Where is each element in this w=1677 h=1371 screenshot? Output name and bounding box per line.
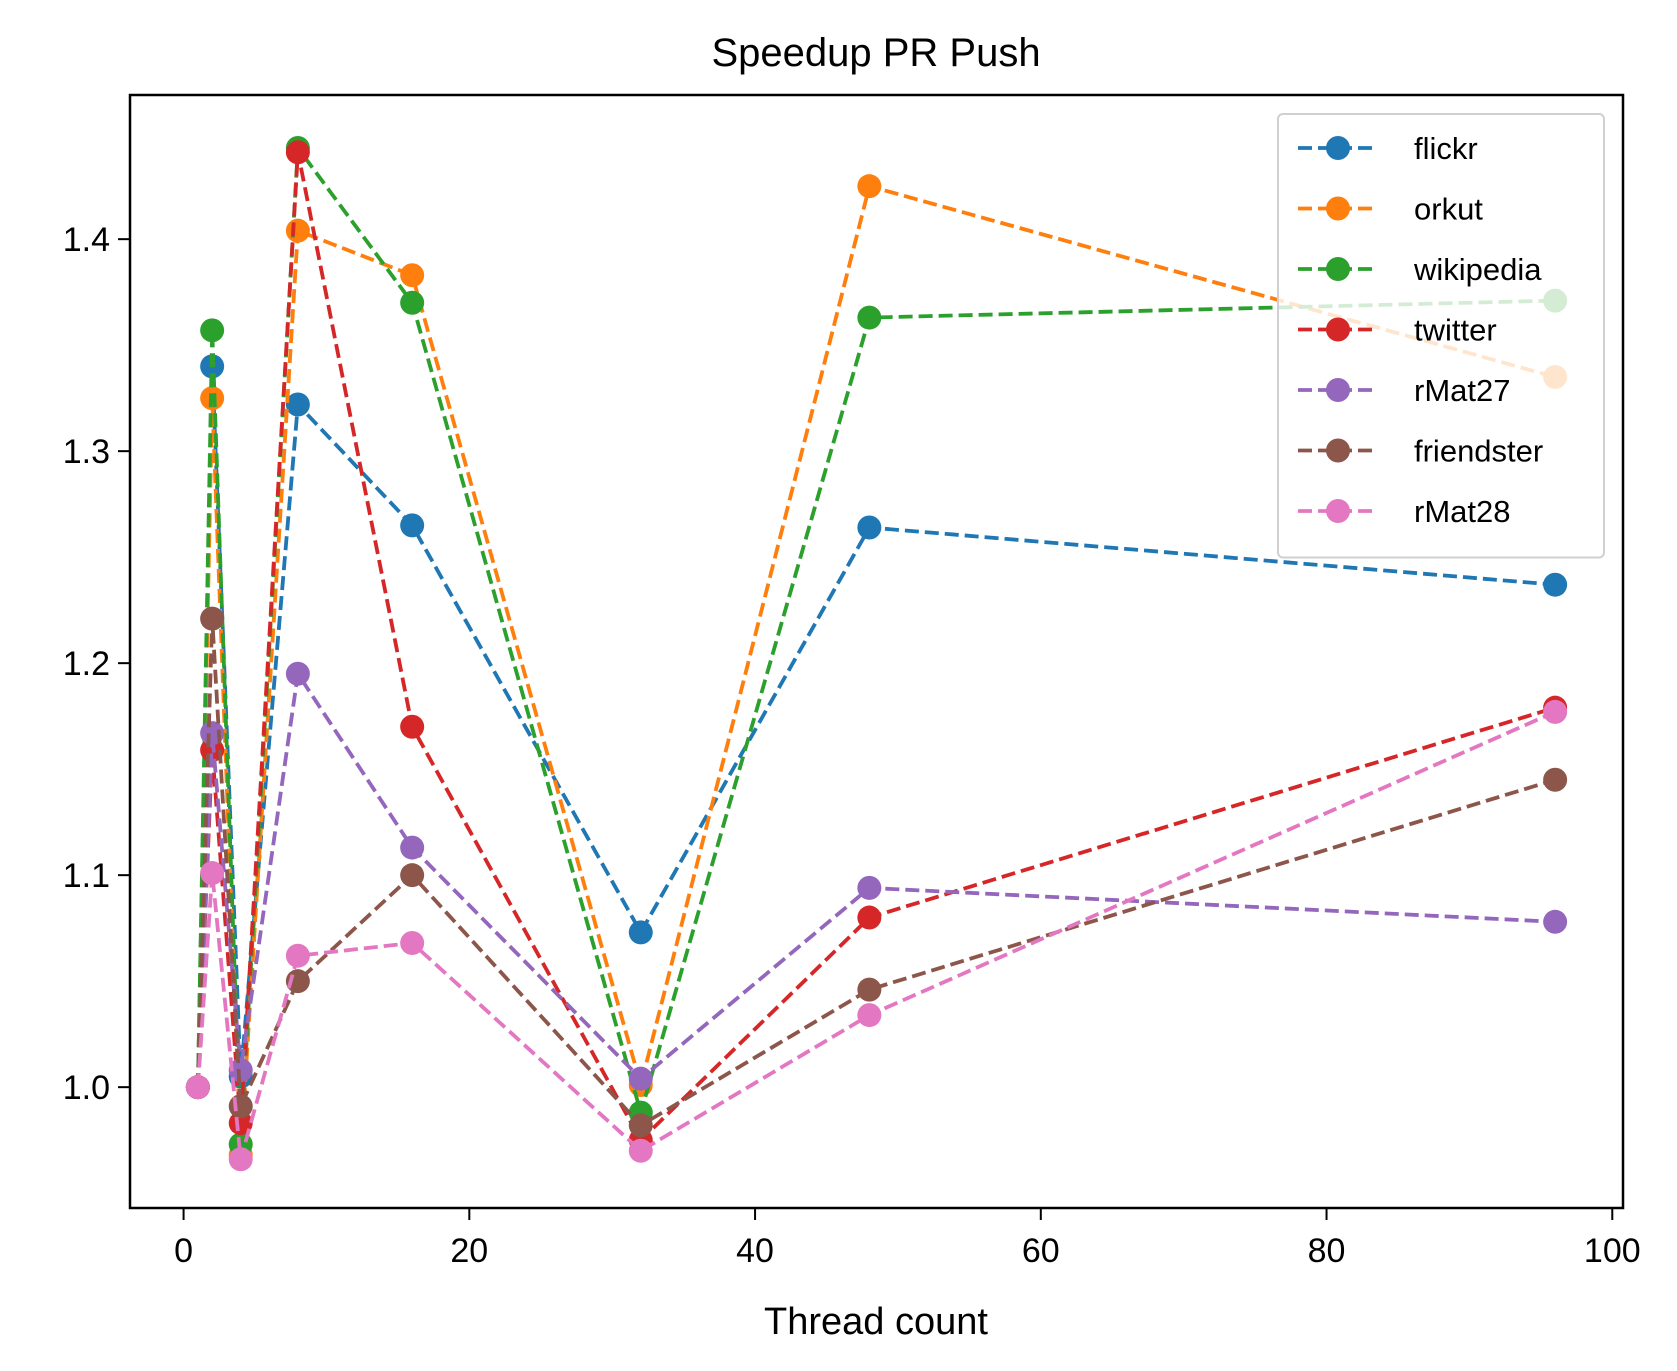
legend-item-wikipedia: wikipedia — [1298, 252, 1542, 287]
data-point — [400, 263, 425, 288]
data-point — [857, 905, 882, 930]
y-tick-label: 1.1 — [63, 857, 110, 895]
legend-item-orkut: orkut — [1298, 192, 1483, 227]
x-tick-label: 0 — [174, 1232, 193, 1270]
chart-title: Speedup PR Push — [711, 31, 1040, 75]
x-axis: 0 20 40 60 80 100 — [174, 1208, 1641, 1270]
data-point — [285, 218, 310, 243]
data-point — [228, 1111, 253, 1136]
data-point — [857, 1003, 882, 1028]
y-axis: 1.0 1.1 1.2 1.3 1.4 — [63, 221, 130, 1107]
legend-marker — [1326, 499, 1350, 523]
data-point — [857, 977, 882, 1002]
data-point — [285, 140, 310, 165]
legend-label: friendster — [1414, 434, 1543, 469]
legend-item-flickr: flickr — [1298, 131, 1478, 166]
y-tick-label: 1.0 — [63, 1069, 110, 1107]
data-point — [628, 1066, 653, 1091]
data-point — [400, 863, 425, 888]
legend-label: wikipedia — [1413, 252, 1542, 287]
legend-marker — [1326, 378, 1350, 402]
legend-marker — [1326, 317, 1350, 342]
legend: flickr orkut wikipedia twitter rMat27 friends… — [1277, 113, 1605, 559]
y-tick-label: 1.4 — [63, 221, 110, 259]
y-tick-label: 1.2 — [63, 645, 110, 683]
data-point — [1543, 767, 1568, 792]
x-tick-label: 20 — [450, 1232, 488, 1270]
legend-item-friendster: friendster — [1298, 434, 1543, 469]
legend-marker — [1326, 136, 1350, 160]
legend-item-rmat27: rMat27 — [1298, 373, 1510, 408]
data-point — [285, 392, 310, 417]
series-line-friendster — [196, 616, 1556, 1128]
series-line-flickr — [196, 364, 1556, 1088]
series-line-wikipedia — [196, 146, 1556, 1147]
data-point — [200, 318, 225, 343]
legend-marker — [1326, 196, 1350, 221]
data-point — [228, 1058, 253, 1083]
legend-label: rMat28 — [1414, 494, 1510, 529]
legend-marker — [1326, 257, 1350, 281]
x-tick-label: 60 — [1022, 1232, 1060, 1270]
data-point — [857, 875, 882, 900]
series-rmat28 — [185, 699, 1568, 1172]
legend-marker — [1326, 438, 1350, 463]
legend-box — [1277, 113, 1605, 559]
data-point — [857, 174, 882, 199]
data-point — [628, 1138, 653, 1163]
data-point — [857, 515, 882, 540]
x-tick-label: 80 — [1308, 1232, 1346, 1270]
data-point — [285, 661, 310, 686]
data-point — [628, 1113, 653, 1138]
series-line-rmat28 — [196, 710, 1556, 1162]
data-point — [628, 920, 653, 945]
legend-item-rmat28: rMat28 — [1298, 494, 1510, 529]
data-point — [200, 861, 225, 886]
data-point — [200, 606, 225, 631]
legend-label: twitter — [1414, 313, 1497, 348]
plot-area — [185, 136, 1568, 1172]
data-point — [400, 835, 425, 860]
data-point — [400, 290, 425, 315]
data-point — [1543, 572, 1568, 597]
data-point — [400, 931, 425, 955]
plot-frame — [128, 93, 1625, 1210]
series-line-orkut — [196, 184, 1556, 1157]
x-tick-label: 100 — [1584, 1232, 1641, 1270]
data-point — [185, 1075, 210, 1100]
legend-item-twitter: twitter — [1298, 313, 1497, 348]
legend-label: orkut — [1414, 192, 1483, 227]
data-point — [228, 1094, 253, 1119]
series-line-twitter — [196, 150, 1556, 1143]
y-tick-label: 1.3 — [63, 433, 110, 471]
data-point — [400, 714, 425, 739]
data-point — [228, 1147, 253, 1172]
legend-label: rMat27 — [1414, 373, 1510, 408]
data-point — [857, 305, 882, 330]
legend-label: flickr — [1414, 131, 1478, 166]
data-point — [1543, 909, 1568, 934]
data-point — [400, 513, 425, 538]
data-point — [1543, 699, 1568, 724]
x-tick-label: 40 — [736, 1232, 774, 1270]
data-point — [285, 943, 310, 968]
x-axis-title: Thread count — [764, 1301, 988, 1343]
series-line-rmat27 — [196, 671, 1556, 1088]
